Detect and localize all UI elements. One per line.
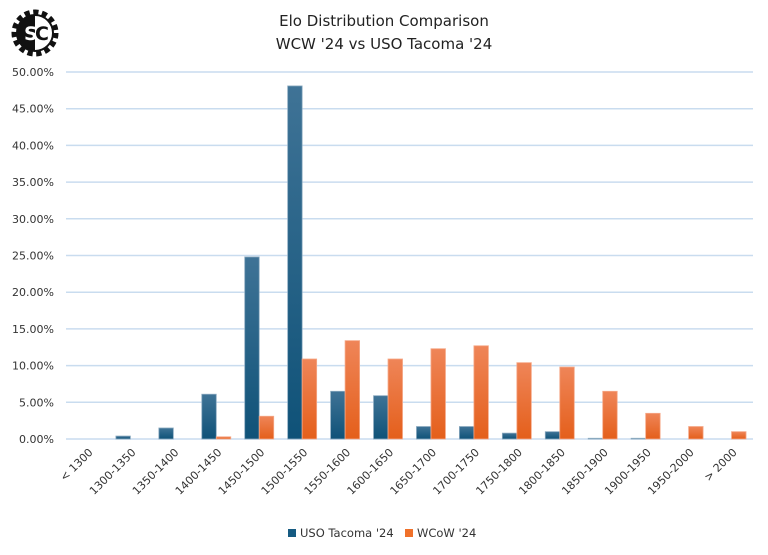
- chart-subtitle: WCW '24 vs USO Tacoma '24: [276, 35, 493, 53]
- bar-uso-2: [158, 427, 174, 440]
- bar-wcow-15: [731, 431, 747, 440]
- bar-wcow-12: [602, 390, 618, 440]
- bar-wcow-3: [215, 436, 232, 440]
- y-tick-label: 30.00%: [12, 213, 54, 226]
- bar-uso-7: [373, 395, 389, 440]
- x-tick-label: 1950-2000: [645, 446, 697, 498]
- y-tick-label: 20.00%: [12, 286, 54, 299]
- bar-uso-8: [416, 426, 432, 440]
- logo: S C: [11, 9, 59, 57]
- bar-wcow-7: [387, 358, 403, 440]
- legend-label-wcow: WCoW '24: [417, 526, 476, 540]
- y-tick-label: 50.00%: [12, 66, 54, 79]
- y-tick-label: 35.00%: [12, 176, 54, 189]
- logo-c: C: [35, 23, 49, 45]
- bar-uso-13: [630, 437, 647, 440]
- bar-wcow-13: [645, 412, 661, 440]
- legend-label-uso: USO Tacoma '24: [300, 526, 394, 540]
- chart-title: Elo Distribution Comparison: [279, 12, 489, 30]
- y-tick-label: 45.00%: [12, 103, 54, 116]
- legend: USO Tacoma '24 WCoW '24: [288, 526, 476, 540]
- bar-wcow-4: [258, 415, 275, 440]
- y-tick-label: 40.00%: [12, 139, 54, 152]
- x-tick-label: < 1300: [58, 446, 96, 484]
- legend-swatch-wcow: [405, 529, 413, 537]
- bar-wcow-8: [430, 348, 446, 440]
- bar-uso-11: [544, 431, 561, 440]
- bar-uso-12: [587, 437, 604, 440]
- y-tick-label: 0.00%: [19, 433, 54, 446]
- bar-wcow-9: [473, 345, 489, 440]
- bar-uso-1: [115, 435, 131, 440]
- bar-wcow-14: [688, 426, 704, 440]
- bar-uso-5: [287, 85, 303, 440]
- bar-uso-4: [244, 256, 260, 440]
- bar-uso-3: [201, 393, 217, 440]
- bar-uso-9: [459, 426, 475, 440]
- y-tick-label: 15.00%: [12, 323, 54, 336]
- bar-wcow-10: [516, 362, 532, 440]
- logo-s: S: [24, 23, 38, 45]
- legend-swatch-uso: [288, 529, 296, 537]
- bar-wcow-5: [301, 358, 318, 440]
- y-tick-label: 5.00%: [19, 396, 54, 409]
- y-tick-label: 10.00%: [12, 360, 54, 373]
- bar-uso-10: [501, 432, 518, 440]
- bar-wcow-11: [559, 366, 575, 440]
- x-tick-label: > 2000: [702, 446, 740, 484]
- y-tick-label: 25.00%: [12, 250, 54, 263]
- bar-uso-6: [330, 390, 346, 440]
- bar-wcow-6: [344, 340, 360, 440]
